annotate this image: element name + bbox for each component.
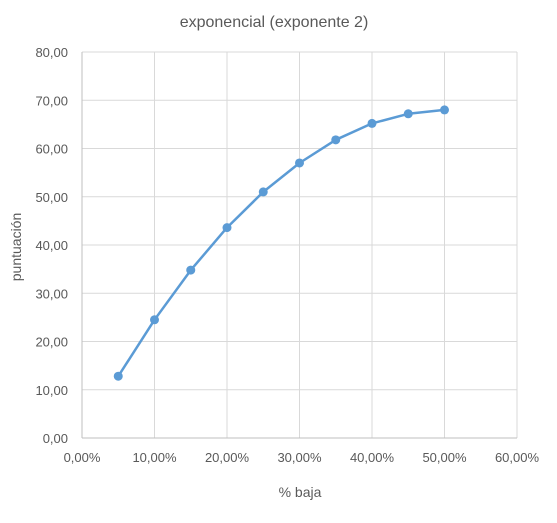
data-point xyxy=(403,109,413,119)
x-tick-label: 50,00% xyxy=(422,450,467,465)
y-tick-label: 30,00 xyxy=(35,286,68,301)
series-layer xyxy=(113,105,449,381)
y-tick-label: 10,00 xyxy=(35,383,68,398)
y-tick-labels: 0,00 10,00 20,00 30,00 40,00 50,00 60,00 70,00 8… xyxy=(35,45,68,446)
y-tick-label: 50,00 xyxy=(35,190,68,205)
x-tick-label: 20,00% xyxy=(205,450,250,465)
data-point xyxy=(222,223,232,233)
x-axis-label: % baja xyxy=(279,484,322,500)
data-point xyxy=(331,135,341,145)
x-tick-label: 60,00% xyxy=(495,450,540,465)
y-tick-label: 40,00 xyxy=(35,238,68,253)
x-tick-label: 0,00% xyxy=(64,450,101,465)
series-line xyxy=(117,108,445,377)
y-tick-label: 20,00 xyxy=(35,335,68,350)
x-tick-label: 30,00% xyxy=(277,450,322,465)
axes xyxy=(81,52,517,439)
gridlines xyxy=(82,51,518,438)
chart-title: exponencial (exponente 2) xyxy=(180,14,369,31)
data-point xyxy=(295,158,304,168)
x-tick-labels: 0,00% 10,00% 20,00% 30,00% 40,00% 50,00% 60,00… xyxy=(64,450,540,465)
x-tick-label: 40,00% xyxy=(350,450,395,465)
data-point xyxy=(367,118,377,128)
y-tick-label: 70,00 xyxy=(35,93,68,108)
data-point xyxy=(258,187,268,197)
data-point xyxy=(150,315,159,325)
data-point xyxy=(440,105,449,115)
x-tick-label: 10,00% xyxy=(132,450,177,465)
y-tick-label: 80,00 xyxy=(35,45,68,60)
y-tick-label: 0,00 xyxy=(43,431,68,446)
y-axis-label: puntuación xyxy=(8,213,24,282)
data-point xyxy=(186,265,196,275)
data-point xyxy=(113,371,123,381)
y-tick-label: 60,00 xyxy=(35,142,68,157)
